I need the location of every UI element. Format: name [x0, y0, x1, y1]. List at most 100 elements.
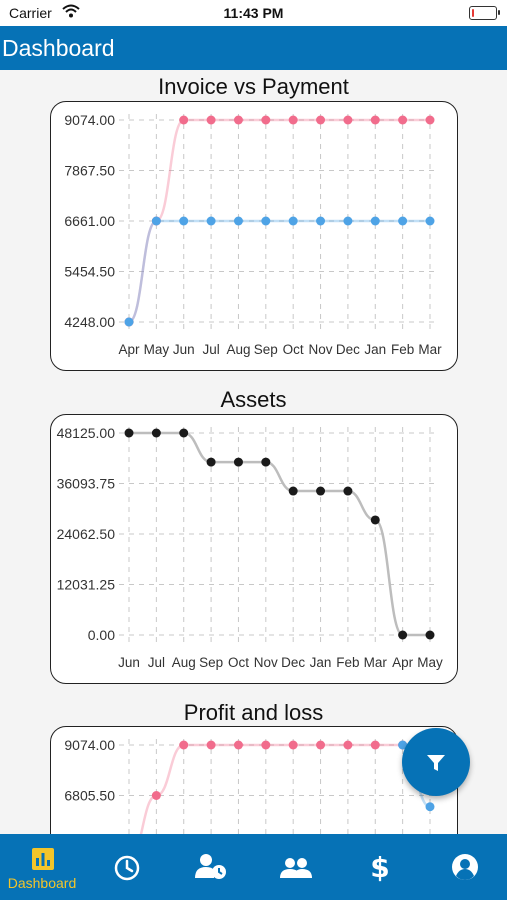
- invoice-vs-payment-chart: 9074.00 7867.50 6661.00 5454.50 4248.00 Apr Ma…: [50, 101, 458, 371]
- data-point: [288, 115, 298, 125]
- y-tick-label: 7867.50: [64, 163, 115, 179]
- tab-dashboard[interactable]: Dashboard: [0, 834, 84, 900]
- x-tick-label: Sep: [254, 342, 278, 357]
- data-point: [206, 216, 216, 226]
- user-clock-icon: [195, 854, 226, 879]
- battery-icon: [469, 6, 500, 20]
- data-point: [316, 740, 326, 750]
- y-tick-label: 6661.00: [64, 213, 115, 229]
- data-point: [425, 115, 435, 125]
- y-tick-label: 36093.75: [57, 476, 116, 492]
- data-point: [316, 216, 326, 226]
- assets-chart: 48125.00 36093.75 24062.50 12031.25 0.00 Jun J…: [50, 414, 458, 684]
- x-tick-label: Nov: [309, 342, 333, 357]
- data-point: [425, 630, 435, 640]
- chart-title-profit-and-loss: Profit and loss: [183, 700, 324, 725]
- data-point: [370, 515, 380, 525]
- data-point: [151, 791, 161, 800]
- x-tick-label: Jan: [310, 655, 332, 670]
- x-tick-label: Aug: [226, 342, 250, 357]
- data-point: [425, 216, 435, 226]
- tab-payments[interactable]: $: [338, 834, 422, 900]
- data-point: [124, 317, 134, 327]
- x-tick-label: Feb: [391, 342, 414, 357]
- data-point: [316, 486, 326, 496]
- x-tick-label: Mar: [418, 342, 442, 357]
- x-tick-label: Jun: [173, 342, 195, 357]
- battery-level: [471, 8, 474, 17]
- data-point: [233, 457, 243, 467]
- data-point: [233, 216, 243, 226]
- data-point: [179, 428, 189, 438]
- data-point: [370, 216, 380, 226]
- x-tick-label: Feb: [336, 655, 359, 670]
- chart-title-assets: Assets: [220, 387, 287, 412]
- x-tick-label: Dec: [336, 342, 360, 357]
- data-point: [370, 740, 380, 750]
- y-tick-label: 6805.50: [64, 788, 115, 804]
- x-tick-label: Aug: [172, 655, 196, 670]
- data-point: [179, 740, 189, 750]
- x-tick-label: Jul: [148, 655, 165, 670]
- clock-icon: [114, 855, 140, 881]
- y-tick-label: 0.00: [88, 627, 115, 643]
- y-tick-label: 5454.50: [64, 264, 115, 280]
- filter-button[interactable]: [402, 728, 470, 796]
- x-tick-label: Apr: [392, 655, 414, 670]
- x-tick-label: Apr: [118, 342, 140, 357]
- x-tick-label: Oct: [283, 342, 304, 357]
- data-point: [316, 115, 326, 125]
- tab-dashboard-label: Dashboard: [7, 875, 77, 891]
- tab-account[interactable]: [423, 834, 507, 900]
- y-tick-label: 9074.00: [64, 737, 115, 753]
- data-point: [343, 486, 353, 496]
- tab-attendance[interactable]: [169, 834, 253, 900]
- chart-title-invoice-vs-payment: Invoice vs Payment: [158, 74, 349, 99]
- data-point: [343, 216, 353, 226]
- data-point: [261, 740, 271, 750]
- data-point: [288, 486, 298, 496]
- bar-chart-icon: [32, 848, 54, 870]
- status-bar: Carrier 11:43 PM: [0, 0, 507, 26]
- data-point: [398, 630, 408, 640]
- carrier-label: Carrier: [9, 5, 52, 21]
- svg-text:$: $: [370, 852, 389, 882]
- data-point: [425, 802, 435, 812]
- data-point: [261, 457, 271, 467]
- data-point: [151, 216, 161, 226]
- tab-bar: Dashboard $: [0, 834, 507, 900]
- data-point: [233, 740, 243, 750]
- data-point: [206, 115, 216, 125]
- data-point: [179, 115, 189, 125]
- x-tick-label: May: [144, 342, 170, 357]
- data-point: [370, 115, 380, 125]
- x-tick-label: Oct: [228, 655, 249, 670]
- x-tick-label: Jun: [118, 655, 140, 670]
- data-point: [261, 115, 271, 125]
- dollar-icon: $: [370, 852, 389, 882]
- data-point: [206, 457, 216, 467]
- status-time: 11:43 PM: [223, 5, 284, 21]
- data-point: [179, 216, 189, 226]
- page-title: Dashboard: [2, 35, 115, 61]
- data-point: [288, 740, 298, 750]
- data-point: [233, 115, 243, 125]
- users-icon: [280, 858, 312, 878]
- data-point: [288, 216, 298, 226]
- account-icon: [452, 854, 478, 880]
- tab-customers[interactable]: [254, 834, 338, 900]
- x-tick-label: Jul: [202, 342, 219, 357]
- x-tick-label: May: [417, 655, 443, 670]
- x-tick-label: Jan: [364, 342, 386, 357]
- y-tick-label: 4248.00: [64, 314, 115, 330]
- x-tick-label: Sep: [199, 655, 223, 670]
- y-tick-label: 9074.00: [64, 112, 115, 128]
- tab-history[interactable]: [85, 834, 169, 900]
- data-point: [206, 740, 216, 750]
- data-point: [124, 428, 134, 438]
- data-point: [151, 428, 161, 438]
- x-tick-label: Mar: [364, 655, 388, 670]
- data-point: [398, 216, 408, 226]
